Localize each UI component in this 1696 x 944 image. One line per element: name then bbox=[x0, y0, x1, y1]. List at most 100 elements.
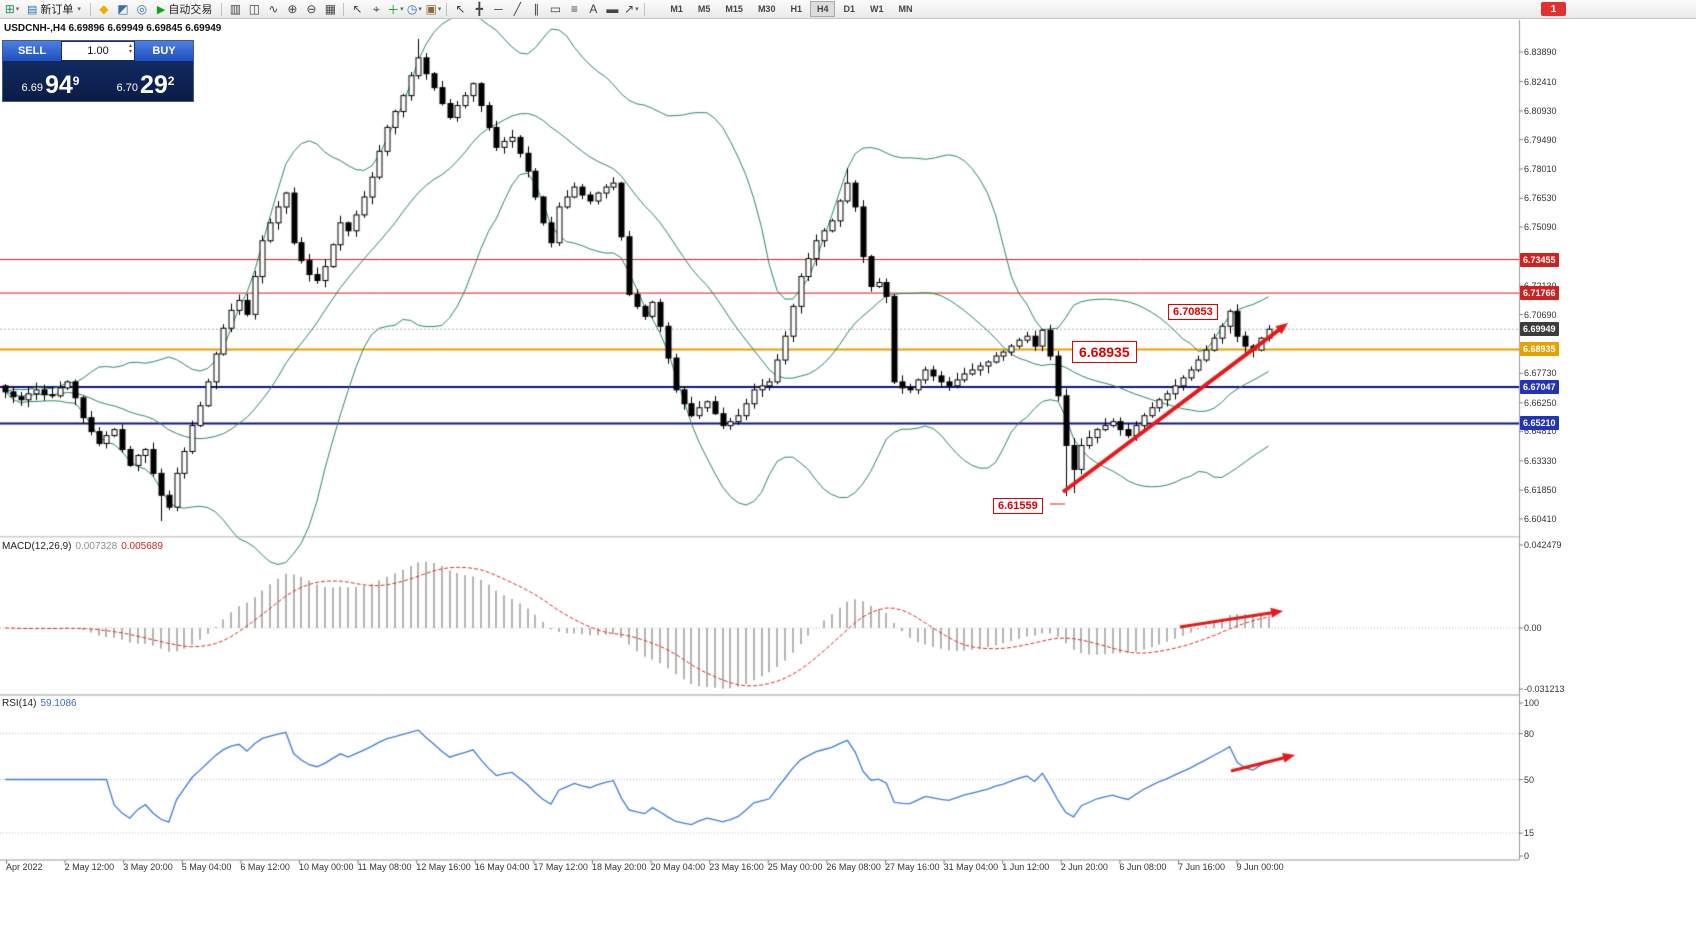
time-axis-label: 3 May 20:00 bbox=[123, 862, 173, 872]
time-axis-label: 23 May 16:00 bbox=[709, 862, 764, 872]
market-watch-icon[interactable]: ◩ bbox=[117, 2, 129, 16]
sell-button[interactable]: SELL bbox=[3, 41, 61, 61]
price-annotation-level[interactable]: 6.68935 bbox=[1072, 341, 1137, 363]
buy-button[interactable]: BUY bbox=[135, 41, 193, 61]
equidistant-channel-icon[interactable]: ∥ bbox=[533, 2, 540, 16]
macd-signal-value: 0.005689 bbox=[121, 541, 163, 552]
text-label-icon[interactable]: ▬ bbox=[606, 2, 619, 16]
tile-windows-icon[interactable]: ▦ bbox=[324, 2, 337, 16]
price-axis-label: 6.67730 bbox=[1524, 368, 1557, 379]
template-icon[interactable]: ▣ ▾ bbox=[425, 2, 442, 16]
volume-up-button[interactable]: ▴ bbox=[128, 43, 132, 49]
move-icon[interactable]: ╋ bbox=[475, 2, 483, 16]
volume-input[interactable]: 1.00 ▴ ▾ bbox=[62, 42, 134, 60]
sell-price-sup: 9 bbox=[72, 74, 80, 88]
toolbar-separator bbox=[221, 2, 223, 16]
zoom-out-icon[interactable]: ⊖ bbox=[306, 2, 317, 16]
price-axis-label: 6.72130 bbox=[1524, 281, 1557, 291]
macd-name: MACD(12,26,9) bbox=[2, 541, 72, 552]
price-axis-label: 6.78010 bbox=[1524, 163, 1557, 174]
price-annotation-high[interactable]: 6.70853 bbox=[1168, 304, 1218, 320]
time-axis-label: 18 May 20:00 bbox=[592, 862, 647, 872]
timeframe-m1[interactable]: M1 bbox=[670, 4, 683, 14]
buy-price[interactable]: 6.70 29 2 bbox=[98, 61, 193, 101]
rsi-name: RSI(14) bbox=[2, 698, 37, 709]
timeframe-mn[interactable]: MN bbox=[898, 4, 913, 14]
shapes-icon[interactable]: ▭ bbox=[549, 2, 562, 16]
new-chart-icon[interactable]: ⊞ ▾ bbox=[4, 2, 20, 16]
trendline-icon[interactable]: ╱ bbox=[513, 2, 521, 16]
rsi-axis-label: 0 bbox=[1524, 851, 1530, 861]
rsi-axis-label: 100 bbox=[1524, 698, 1540, 708]
toolbar-separator bbox=[343, 2, 345, 16]
crosshair-icon[interactable]: ⌖ bbox=[373, 1, 380, 16]
time-axis-label: 25 May 00:00 bbox=[767, 862, 823, 872]
time-axis-label: 5 May 04:00 bbox=[181, 862, 232, 872]
sell-price-small: 6.69 bbox=[21, 82, 43, 94]
buy-price-small: 6.70 bbox=[116, 82, 138, 94]
zoom-in-icon[interactable]: ⊕ bbox=[287, 2, 298, 16]
arrows-tool-icon[interactable]: ↗ ▾ bbox=[624, 2, 639, 16]
timeframe-h4[interactable]: H4 bbox=[809, 1, 836, 17]
one-click-trading-panel: SELL 1.00 ▴ ▾ BUY 6.69 94 9 6.70 29 2 bbox=[2, 40, 194, 102]
price-axis-badge-blue: 6.67047 bbox=[1520, 379, 1559, 394]
buy-price-sup: 2 bbox=[167, 74, 175, 88]
add-indicator-icon[interactable]: ＋ ▾ bbox=[387, 2, 404, 17]
rsi-value: 59.1086 bbox=[40, 698, 77, 709]
price-axis-label: 6.70690 bbox=[1524, 309, 1557, 320]
buy-price-big: 29 bbox=[139, 71, 168, 99]
time-axis-label: 31 May 04:00 bbox=[943, 862, 999, 872]
timeframe-d1[interactable]: D1 bbox=[843, 4, 855, 14]
new-order-button[interactable]: ▤ 新订单 ▾ bbox=[27, 3, 81, 17]
navigator-icon[interactable]: ◎ bbox=[136, 2, 148, 16]
price-axis-label: 6.75090 bbox=[1524, 222, 1557, 233]
price-axis-label: 6.63330 bbox=[1524, 455, 1557, 466]
timeframe-m30[interactable]: M30 bbox=[757, 4, 776, 14]
timeframe-w1[interactable]: W1 bbox=[870, 4, 884, 14]
line-chart-icon[interactable]: ∿ bbox=[268, 2, 279, 16]
autotrading-button[interactable]: ▶ 自动交易 bbox=[156, 3, 213, 17]
time-axis-label: 6 May 12:00 bbox=[240, 862, 290, 872]
panel-separator-macd[interactable] bbox=[0, 534, 1519, 539]
price-axis-label: 6.79490 bbox=[1524, 134, 1557, 145]
macd-indicator-label: MACD(12,26,9) 0.007328 0.005689 bbox=[2, 541, 163, 552]
macd-main-value: 0.007328 bbox=[75, 541, 118, 552]
chart-quote-line: USDCNH-,H4 6.69896 6.69949 6.69845 6.699… bbox=[4, 23, 222, 34]
period-clock-icon[interactable]: ◷ ▾ bbox=[406, 2, 422, 16]
time-axis-label: 26 May 08:00 bbox=[826, 862, 881, 872]
metaeditor-icon[interactable]: ◆ bbox=[99, 2, 109, 16]
volume-spinner: ▴ ▾ bbox=[129, 43, 132, 55]
panel-separator-rsi[interactable] bbox=[0, 692, 1519, 697]
time-axis-label: 16 May 04:00 bbox=[474, 862, 530, 872]
price-annotation-low[interactable]: 6.61559 bbox=[993, 498, 1043, 514]
time-axis-label: Apr 2022 bbox=[6, 862, 43, 872]
timeframe-m15[interactable]: M15 bbox=[725, 4, 743, 14]
timeframe-m5[interactable]: M5 bbox=[697, 4, 711, 14]
time-axis-label: 7 Jun 16:00 bbox=[1178, 862, 1226, 872]
bar-chart-icon[interactable]: ▥ bbox=[229, 2, 242, 16]
text-icon[interactable]: A bbox=[589, 2, 598, 16]
sell-price[interactable]: 6.69 94 9 bbox=[3, 61, 98, 101]
time-axis-label: 9 Jun 00:00 bbox=[1236, 862, 1284, 872]
cursor-icon[interactable]: ↖ bbox=[352, 2, 363, 16]
pointer-icon[interactable]: ↖ bbox=[455, 2, 466, 16]
price-axis-label: 6.60410 bbox=[1524, 513, 1557, 524]
time-axis-label: 1 Jun 12:00 bbox=[1002, 862, 1050, 872]
time-axis-label: 20 May 04:00 bbox=[650, 862, 706, 872]
horizontal-line-icon[interactable]: ─ bbox=[494, 2, 503, 16]
price-axis-badge-orange: 6.68935 bbox=[1520, 342, 1559, 357]
price-axis-badge-current: 6.69949 bbox=[1520, 322, 1559, 337]
toolbar: ⊞ ▾ ▤ 新订单 ▾ ◆ ◩ ◎ ▶ 自动交易 ▥ ◫ ∿ ⊕ ⊖ ▦ ↖ ⌖ ＋ ▾ ◷ ▾ ▣ ▾ ↖ ╋ ─ ╱ ∥ ▭ ≡ A ▬ ↗ ▾… bbox=[0, 0, 1696, 19]
timeframe-h1[interactable]: H1 bbox=[790, 4, 802, 14]
fibonacci-icon[interactable]: ≡ bbox=[570, 2, 578, 16]
macd-axis-label: 0.042479 bbox=[1524, 539, 1562, 550]
notification-badge: 1 bbox=[1541, 2, 1566, 16]
time-axis-label: 6 Jun 08:00 bbox=[1119, 862, 1167, 872]
rsi-axis-label: 80 bbox=[1524, 728, 1535, 739]
candlestick-chart-icon[interactable]: ◫ bbox=[248, 2, 261, 16]
macd-axis-label: -0.031213 bbox=[1524, 683, 1565, 694]
toolbar-separator bbox=[644, 2, 646, 16]
volume-down-button[interactable]: ▾ bbox=[128, 49, 132, 55]
